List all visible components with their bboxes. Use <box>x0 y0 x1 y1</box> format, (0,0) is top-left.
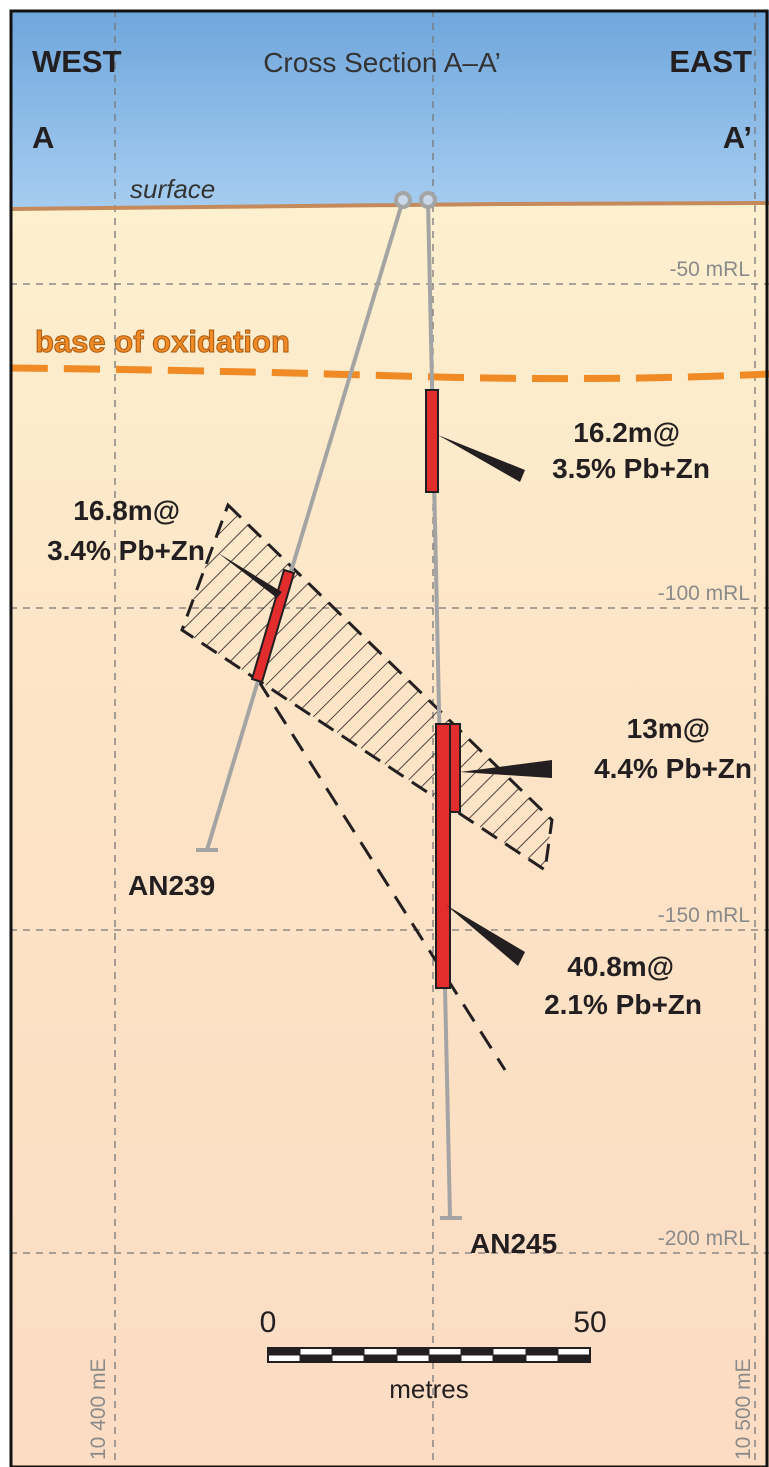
intercept-grade: 3.4% Pb+Zn <box>47 535 205 566</box>
scale-bar <box>268 1348 590 1362</box>
west-label: WEST <box>32 44 122 79</box>
surface-label: surface <box>130 174 215 204</box>
intercept-length: 16.8m@ <box>73 495 180 526</box>
easting-label: 10 400 mE <box>87 1358 110 1460</box>
intercept-grade: 3.5% Pb+Zn <box>552 453 710 484</box>
scale-start: 0 <box>260 1306 277 1339</box>
rl-label: -150 mRL <box>658 904 750 927</box>
east-label: EAST <box>669 44 752 79</box>
intercept-length: 40.8m@ <box>567 951 674 982</box>
title: Cross Section A–A’ <box>263 47 501 78</box>
scale-unit: metres <box>389 1374 468 1404</box>
scale-end: 50 <box>573 1306 606 1339</box>
rl-label: -100 mRL <box>658 582 750 605</box>
easting-label: 10 500 mE <box>732 1358 755 1460</box>
hole-label: AN239 <box>128 870 215 901</box>
oxidation-label: base of oxidation <box>35 324 290 359</box>
a-label: A <box>32 120 54 155</box>
sky <box>10 10 769 210</box>
rl-label: -200 mRL <box>658 1227 750 1250</box>
intercept-grade: 2.1% Pb+Zn <box>544 989 702 1020</box>
intercept-grade: 4.4% Pb+Zn <box>594 753 752 784</box>
hole-label: AN245 <box>470 1228 557 1259</box>
page: WEST EAST Cross Section A–A’ A A’ surfac… <box>0 0 769 1467</box>
cross-section: WEST EAST Cross Section A–A’ A A’ surfac… <box>0 0 769 1467</box>
intercept-length: 13m@ <box>627 713 710 744</box>
a-prime-label: A’ <box>723 120 752 155</box>
intercept-length: 16.2m@ <box>573 417 680 448</box>
rl-label: -50 mRL <box>669 258 750 281</box>
ground <box>10 203 769 1467</box>
